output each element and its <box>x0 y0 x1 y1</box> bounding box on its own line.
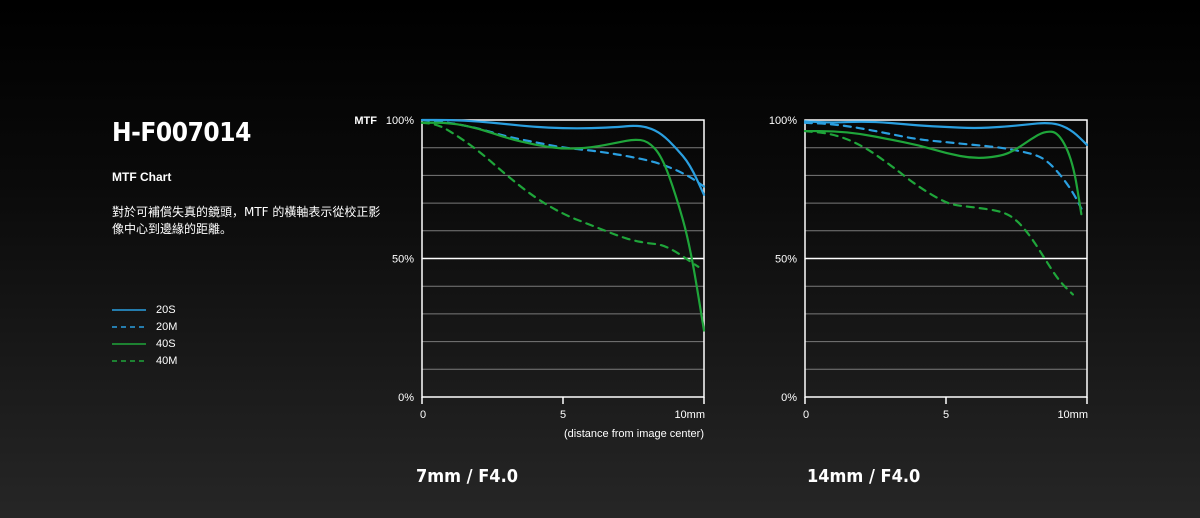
legend-label-40s: 40S <box>156 337 176 350</box>
series-line-20s <box>803 120 1089 147</box>
series-line-20m <box>420 120 706 188</box>
x-tick-label: 0 <box>803 409 809 421</box>
legend-swatch-20s <box>112 308 146 311</box>
legend-item-40m: 40M <box>112 352 177 369</box>
y-axis-label: MTF <box>354 115 377 127</box>
legend-item-20m: 20M <box>112 318 177 335</box>
legend-label-20m: 20M <box>156 320 178 333</box>
series-line-40s <box>803 129 1083 216</box>
x-axis-label: (distance from image center) <box>564 428 704 440</box>
legend-swatch-40s <box>112 342 146 345</box>
y-tick-label: 0% <box>781 392 797 404</box>
series-line-40m <box>803 129 1074 296</box>
legend-label-20s: 20S <box>156 303 176 316</box>
mtf-chart-14mm: 0% 50% 100% 0 5 10mm <box>769 115 1089 421</box>
series-line-40m <box>420 121 700 268</box>
chart-description: 對於可補償失真的鏡頭，MTF 的橫軸表示從校正影像中心到邊緣的距離。 <box>112 205 381 236</box>
legend-item-40s: 40S <box>112 335 177 352</box>
y-tick-label: 0% <box>398 392 414 404</box>
x-tick-label: 10mm <box>1057 409 1088 421</box>
chart-caption-14mm: 14mm / F4.0 <box>807 466 921 487</box>
x-tick-label: 5 <box>943 409 949 421</box>
series-line-20s <box>420 118 706 196</box>
chart-caption-7mm: 7mm / F4.0 <box>416 466 518 487</box>
x-tick-label: 0 <box>420 409 426 421</box>
y-tick-label: 100% <box>769 115 797 127</box>
legend-swatch-40m <box>112 359 146 362</box>
y-tick-label: 50% <box>392 254 414 266</box>
x-tick-label: 5 <box>560 409 566 421</box>
chart-subtitle: MTF Chart <box>112 170 172 184</box>
y-tick-label: 100% <box>386 115 414 127</box>
y-tick-label: 50% <box>775 254 797 266</box>
legend: 20S 20M 40S 40M <box>112 301 177 369</box>
x-tick-label: 10mm <box>674 409 705 421</box>
legend-label-40m: 40M <box>156 354 178 367</box>
legend-swatch-20m <box>112 325 146 328</box>
legend-item-20s: 20S <box>112 301 177 318</box>
series-line-40s <box>420 121 706 332</box>
page-title: H-F007014 <box>112 118 251 148</box>
series-line-20m <box>803 121 1083 210</box>
mtf-chart-7mm: 0% 50% 100% MTF 0 5 10mm (distance from image c… <box>354 115 706 440</box>
